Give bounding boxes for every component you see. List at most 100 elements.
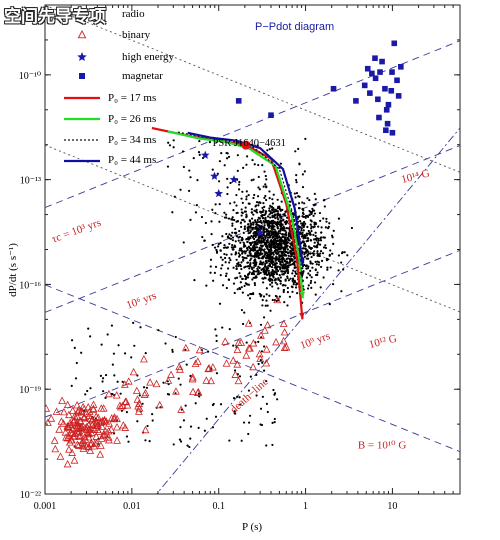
radio-pulsar-point	[215, 334, 218, 337]
radio-pulsar-point	[139, 326, 142, 329]
radio-pulsar-point	[288, 261, 291, 264]
radio-pulsar-point	[249, 252, 252, 255]
radio-pulsar-point	[309, 269, 312, 272]
track-p0_44	[187, 131, 304, 266]
radio-pulsar-point	[228, 237, 231, 240]
radio-pulsar-point	[243, 210, 246, 213]
binary-pulsar-point	[272, 337, 280, 346]
radio-pulsar-point	[269, 283, 272, 286]
radio-pulsar-point	[249, 375, 252, 378]
radio-pulsar-point	[259, 225, 262, 229]
radio-pulsar-point	[326, 266, 329, 269]
radio-pulsar-point	[214, 265, 218, 268]
radio-pulsar-point	[263, 205, 266, 209]
radio-pulsar-point	[270, 273, 274, 276]
radio-pulsar-point	[230, 234, 233, 237]
radio-pulsar-point	[264, 194, 267, 198]
radio-pulsar-point	[228, 256, 231, 260]
x-tick-label: 0.001	[34, 501, 57, 512]
radio-pulsar-point	[307, 257, 310, 260]
binary-pulsar-point	[85, 411, 94, 419]
binary-pulsar-point	[66, 418, 75, 427]
radio-pulsar-point	[219, 241, 222, 245]
radio-pulsar-point	[289, 263, 292, 267]
binary-pulsar-point	[89, 404, 98, 412]
magnetar-point	[372, 55, 378, 61]
binary-pulsar-point	[129, 367, 138, 376]
binary-pulsar-point	[132, 386, 141, 395]
radio-pulsar-point	[86, 389, 89, 393]
radio-pulsar-point	[276, 232, 279, 235]
radio-pulsar-point	[138, 394, 141, 397]
binary-pulsar-point	[79, 436, 87, 444]
radio-pulsar-point	[141, 402, 144, 405]
radio-pulsar-point	[298, 195, 301, 198]
magnetar-point	[395, 93, 402, 99]
binary-pulsar-point	[67, 428, 76, 436]
radio-pulsar-point	[265, 242, 268, 246]
radio-pulsar-point	[266, 304, 269, 307]
radio-pulsar-point	[271, 236, 274, 239]
track-arrowhead	[299, 258, 305, 266]
radio-pulsar-point	[328, 303, 331, 306]
radio-pulsar-point	[306, 225, 309, 229]
radio-pulsar-point	[287, 279, 291, 282]
radio-pulsar-point	[211, 403, 215, 407]
radio-pulsar-point	[248, 267, 251, 270]
binary-pulsar-point	[146, 378, 155, 386]
y-tick-label: 10⁻¹⁹	[19, 385, 41, 396]
radio-pulsar-point	[273, 417, 276, 421]
radio-pulsar-point	[252, 223, 255, 226]
radio-pulsar-point	[112, 432, 116, 435]
radio-pulsar-point	[239, 263, 242, 267]
radio-pulsar-point	[240, 208, 243, 211]
radio-pulsar-point	[238, 249, 241, 252]
radio-pulsar-point	[267, 260, 271, 263]
radio-pulsar-point	[230, 246, 233, 249]
radio-pulsar-point	[203, 239, 206, 242]
radio-pulsar-point	[303, 251, 306, 254]
radio-pulsar-point	[273, 214, 277, 217]
magnetar-point	[361, 82, 368, 89]
radio-pulsar-point	[263, 170, 266, 173]
radio-pulsar-point	[241, 218, 244, 222]
radio-pulsar-point	[226, 192, 229, 196]
radio-pulsar-point	[325, 217, 328, 220]
radio-pulsar-point	[215, 251, 219, 254]
radio-pulsar-point	[200, 215, 204, 219]
radio-pulsar-point	[148, 440, 151, 443]
radio-pulsar-point	[319, 237, 322, 240]
radio-pulsar-point	[273, 225, 276, 228]
radio-pulsar-point	[259, 253, 262, 256]
radio-pulsar-point	[245, 213, 248, 216]
binary-pulsar-point	[45, 418, 52, 426]
radio-pulsar-point	[281, 267, 284, 270]
radio-pulsar-point	[233, 291, 236, 295]
radio-pulsar-point	[243, 243, 246, 246]
radio-pulsar-point	[268, 263, 272, 266]
radio-pulsar-point	[280, 215, 283, 218]
radio-pulsar-point	[266, 149, 269, 152]
radio-pulsar-point	[264, 220, 267, 223]
radio-pulsar-point	[240, 439, 243, 442]
legend-label-radio: radio	[122, 8, 145, 20]
radio-pulsar-point	[250, 208, 253, 211]
radio-pulsar-point	[218, 203, 221, 206]
radio-pulsar-point	[331, 236, 334, 239]
radio-pulsar-point	[245, 198, 248, 201]
radio-pulsar-point	[306, 197, 309, 200]
radio-pulsar-point	[110, 324, 114, 327]
binary-pulsar-point	[279, 336, 288, 345]
radio-pulsar-point	[265, 245, 269, 248]
radio-pulsar-point	[252, 196, 255, 200]
radio-pulsar-point	[225, 286, 228, 290]
radio-pulsar-point	[162, 381, 165, 384]
magnetar-point	[382, 85, 388, 92]
radio-pulsar-point	[313, 212, 317, 215]
radio-pulsar-point	[258, 266, 261, 269]
radio-pulsar-point	[171, 211, 174, 214]
radio-pulsar-point	[322, 246, 326, 249]
radio-pulsar-point	[268, 213, 271, 216]
radio-pulsar-point	[288, 229, 291, 233]
radio-pulsar-point	[309, 260, 312, 263]
